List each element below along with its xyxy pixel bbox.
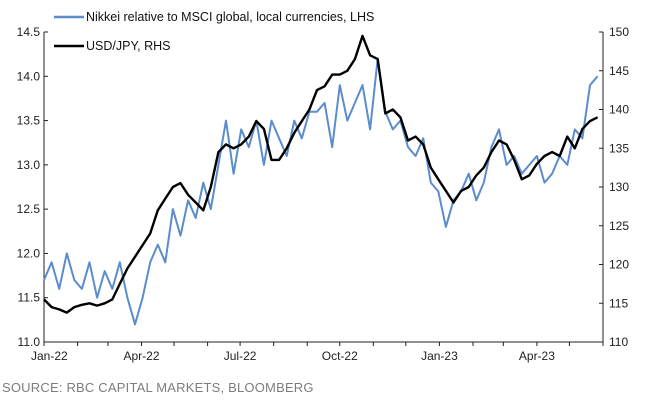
x-tick-label-apr-23: Apr-23 (519, 349, 555, 363)
left-tick-label-14-5: 14.5 (17, 25, 41, 39)
right-tick-label-140: 140 (609, 103, 629, 117)
left-tick-label-13-0: 13.0 (17, 158, 41, 172)
series-line-nikkei (43, 57, 599, 326)
x-tick-label-jan-23: Jan-23 (421, 349, 458, 363)
legend-label-usdjpy: USD/JPY, RHS (86, 39, 171, 53)
series-line-usdjpy (43, 34, 599, 314)
x-tick-label-apr-22: Apr-22 (123, 349, 159, 363)
right-tick-label-145: 145 (609, 64, 629, 78)
right-tick-label-110: 110 (609, 335, 628, 349)
left-tick-label-11-5: 11.5 (18, 291, 41, 305)
left-tick-label-11-0: 11.0 (18, 335, 41, 349)
right-tick-label-125: 125 (609, 219, 629, 233)
source-note: SOURCE: RBC CAPITAL MARKETS, BLOOMBERG (2, 380, 314, 395)
left-tick-label-13-5: 13.5 (17, 114, 41, 128)
legend: Nikkei relative to MSCI global, local cu… (54, 10, 374, 53)
left-axis-ticks: 11.0 11.5 12.0 12.5 13.0 13.5 14.0 14.5 (17, 25, 48, 349)
x-axis-ticks: Jan-22 Apr-22 Jul-22 Oct-22 Jan-23 Apr-23 (31, 342, 604, 363)
right-tick-label-115: 115 (609, 296, 628, 310)
right-tick-label-120: 120 (609, 258, 629, 272)
x-tick-label-jan-22: Jan-22 (31, 349, 68, 363)
right-axis-ticks: 110 115 120 125 130 135 140 145 150 (599, 25, 629, 349)
right-tick-label-150: 150 (609, 25, 629, 39)
right-tick-label-135: 135 (609, 141, 629, 155)
chart-container: 11.0 11.5 12.0 12.5 13.0 13.5 14.0 14.5 110 115 1… (2, 10, 630, 395)
series-layer (43, 34, 599, 326)
left-tick-label-12-5: 12.5 (17, 202, 41, 216)
x-tick-label-oct-22: Oct-22 (322, 349, 358, 363)
line-chart: 11.011.512.012.513.013.514.014.5 1101151… (17, 10, 630, 363)
left-tick-label-12-0: 12.0 (17, 246, 41, 260)
x-tick-label-jul-22: Jul-22 (224, 349, 257, 363)
legend-label-nikkei: Nikkei relative to MSCI global, local cu… (86, 10, 374, 24)
right-tick-label-130: 130 (609, 180, 629, 194)
left-tick-label-14-0: 14.0 (17, 69, 41, 83)
